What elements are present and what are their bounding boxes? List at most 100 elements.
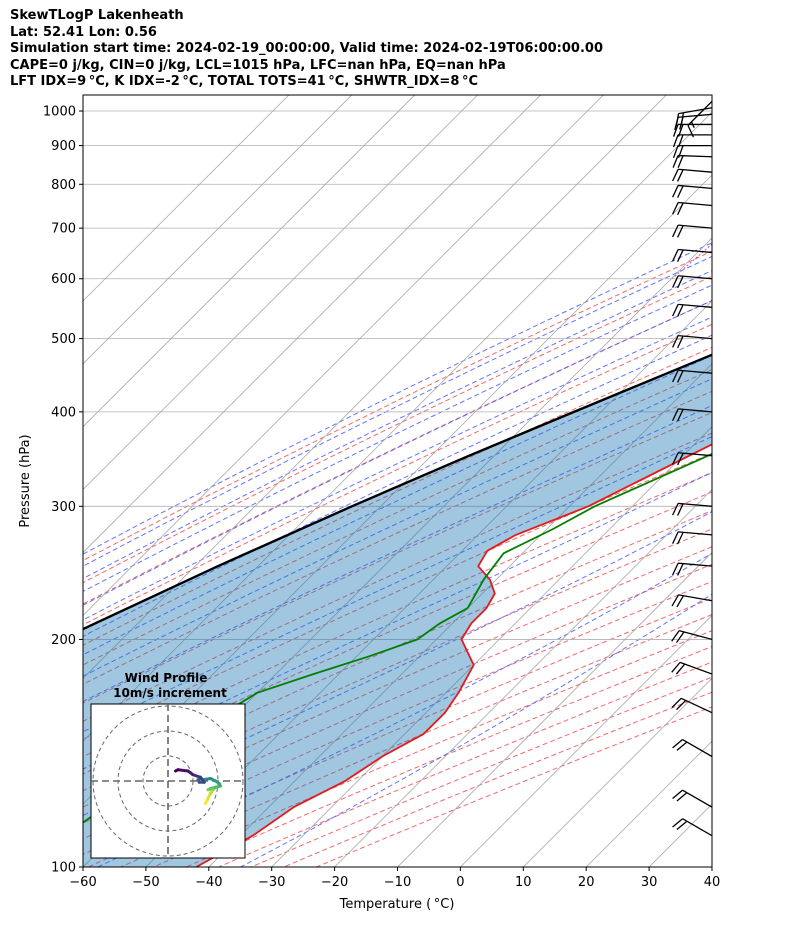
grid-lines — [83, 95, 712, 867]
hodograph-segment — [176, 768, 190, 773]
wind-barb — [672, 452, 712, 466]
y-tick-label: 700 — [51, 222, 76, 237]
isotherm — [83, 95, 353, 365]
isotherm — [585, 740, 712, 867]
dry-adiabat — [83, 472, 712, 758]
isotherm — [522, 677, 712, 867]
inset-subtitle: 10m/s increment — [113, 686, 227, 700]
location-line: Lat: 52.41 Lon: 0.56 — [10, 24, 157, 40]
y-tick-label: 200 — [51, 633, 76, 648]
moist-adiabats — [83, 242, 712, 867]
y-tick-label: 100 — [51, 861, 76, 876]
isotherm — [83, 95, 416, 428]
isotherm — [271, 426, 712, 867]
moist-adiabat — [83, 471, 712, 770]
moist-adiabat — [83, 255, 712, 567]
isotherm — [208, 363, 712, 867]
wind-barb — [672, 275, 712, 289]
wind-barb — [672, 502, 712, 516]
x-tick-label: 10 — [515, 875, 532, 890]
isotherm — [648, 803, 712, 867]
wind-barb — [672, 154, 712, 169]
wind-barb — [672, 562, 712, 576]
moist-adiabat — [83, 511, 712, 817]
wind-barb — [672, 303, 712, 317]
moist-adiabat — [83, 242, 712, 555]
isotherm — [83, 95, 479, 491]
wind-barbs — [671, 100, 712, 837]
wind-barb — [671, 661, 712, 675]
wind-barb — [672, 818, 712, 837]
isotherm — [83, 95, 542, 554]
y-tick-label: 500 — [51, 332, 76, 347]
moist-adiabat — [83, 284, 712, 593]
isotherm — [711, 866, 712, 867]
x-tick-label: 40 — [704, 875, 721, 890]
dry-adiabat — [83, 275, 712, 584]
time-line: Simulation start time: 2024-02-19_00:00:… — [10, 41, 603, 56]
y-tick-label: 300 — [51, 500, 76, 515]
dry-adiabats — [83, 250, 712, 867]
y-tick-label: 1000 — [43, 105, 76, 120]
x-tick-label: −50 — [132, 875, 159, 890]
wind-barb — [671, 629, 712, 643]
x-tick-label: 30 — [641, 875, 658, 890]
isotherm — [334, 489, 712, 867]
chart-header: SkewTLogP Lakenheath Lat: 52.41 Lon: 0.5… — [10, 8, 603, 91]
x-tick-label: −20 — [321, 875, 348, 890]
wind-barb — [674, 113, 712, 131]
inset-title: Wind Profile — [125, 671, 208, 685]
isotherm — [83, 95, 667, 679]
wind-barb — [672, 408, 712, 422]
wind-barb — [671, 594, 712, 608]
isotherm — [396, 551, 712, 867]
y-tick-label: 400 — [51, 405, 76, 420]
dry-adiabat — [83, 510, 712, 792]
x-tick-label: −10 — [384, 875, 411, 890]
y-tick-label: 600 — [51, 272, 76, 287]
y-axis-label: Pressure (hPa) — [18, 434, 33, 527]
dry-adiabat — [83, 390, 712, 685]
chart-title: SkewTLogP Lakenheath — [10, 8, 184, 23]
moist-adiabat — [83, 378, 712, 677]
dry-adiabat — [83, 323, 712, 626]
x-tick-label: 0 — [456, 875, 464, 890]
wind-barb — [672, 184, 712, 198]
x-tick-label: 20 — [578, 875, 595, 890]
isotherm — [83, 95, 604, 616]
wind-profile-inset: Wind Profile 10m/s increment — [90, 671, 246, 859]
wind-barb — [672, 369, 712, 383]
wind-barb — [672, 738, 712, 758]
mixing-ratio-line — [757, 92, 794, 279]
indices-line-2: LFT IDX=9 °C, K IDX=-2 °C, TOTAL TOTS=41… — [10, 74, 478, 89]
isotherm — [83, 95, 290, 302]
wind-barb — [687, 100, 712, 138]
x-tick-label: −40 — [195, 875, 222, 890]
wind-barb — [672, 531, 712, 545]
x-tick-label: −60 — [69, 875, 96, 890]
dry-adiabat — [83, 369, 712, 666]
wind-barb — [672, 168, 712, 182]
hodograph-segment — [174, 768, 180, 773]
y-axis-ticks: 1000 900 800 700 600 500 400 300 200 100 — [43, 105, 83, 876]
wind-barb — [672, 201, 712, 215]
isotherm — [145, 300, 712, 867]
isotherm — [83, 111, 712, 742]
x-axis-label: Temperature ( °C) — [339, 897, 455, 912]
dry-adiabat — [83, 432, 712, 722]
dry-adiabat — [83, 546, 712, 824]
temperature-line — [195, 443, 712, 867]
wind-barb — [672, 334, 712, 349]
dry-adiabat — [83, 346, 712, 646]
parcel-line — [83, 353, 712, 631]
moist-adiabat — [83, 404, 712, 702]
y-tick-label: 900 — [51, 139, 76, 154]
wind-barb — [672, 248, 712, 262]
x-axis-ticks: −60 −50 −40 −30 −20 −10 0 10 20 30 40 — [69, 867, 720, 890]
wind-barb — [671, 697, 712, 714]
moist-adiabat — [83, 435, 712, 733]
isotherm — [459, 614, 712, 867]
indices-line-1: CAPE=0 j/kg, CIN=0 j/kg, LCL=1015 hPa, L… — [10, 57, 506, 73]
x-tick-label: −30 — [258, 875, 285, 890]
